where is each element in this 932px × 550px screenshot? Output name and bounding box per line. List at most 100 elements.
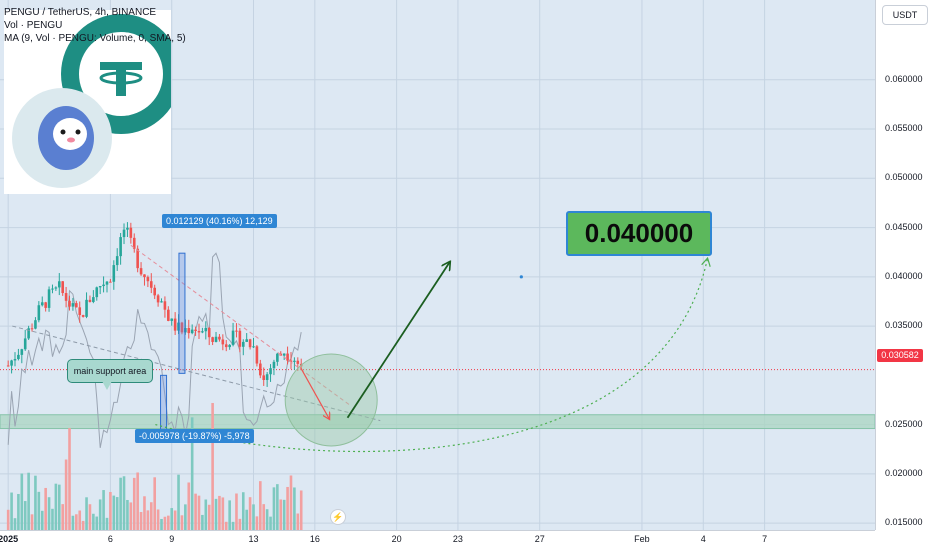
- volume-bar: [276, 484, 279, 530]
- volume-bar: [13, 518, 17, 530]
- volume-bar: [156, 509, 160, 530]
- volume-bar: [252, 504, 255, 530]
- volume-bar: [289, 475, 293, 530]
- x-tick-label: 27: [534, 534, 545, 544]
- volume-bar: [282, 499, 286, 530]
- candle-body: [51, 288, 54, 290]
- volume-bar: [160, 518, 163, 530]
- currency-button[interactable]: USDT: [882, 5, 928, 25]
- candle-body: [231, 330, 235, 345]
- volume-bar: [27, 472, 30, 530]
- volume-bar: [224, 521, 228, 530]
- logo-panel: [4, 10, 181, 194]
- candle-body: [228, 344, 231, 348]
- volume-bar: [23, 501, 27, 530]
- measure-down-range[interactable]: [160, 374, 168, 434]
- candle-body: [34, 320, 37, 329]
- candle-body: [235, 330, 238, 332]
- volume-bar: [180, 515, 184, 530]
- volume-bar: [173, 510, 177, 530]
- volume-bar: [149, 502, 153, 530]
- candle-body: [153, 287, 156, 296]
- measure-up-range[interactable]: [178, 252, 186, 374]
- candle-body: [102, 284, 105, 287]
- support-zone[interactable]: [0, 414, 875, 430]
- volume-bar: [47, 497, 51, 530]
- volume-bar: [112, 495, 116, 530]
- x-tick-label: 23: [452, 534, 463, 544]
- candle-body: [149, 281, 153, 288]
- candle-body: [187, 327, 191, 334]
- support-note[interactable]: main support area: [67, 359, 153, 383]
- legend-symbol[interactable]: PENGU / TetherUS, 4h, BINANCE: [4, 7, 157, 18]
- support-trendline[interactable]: [12, 325, 381, 422]
- candle-body: [194, 329, 197, 331]
- candle-body: [245, 339, 248, 342]
- volume-bar: [71, 515, 75, 530]
- volume-bar: [296, 513, 300, 530]
- candle-body: [78, 307, 82, 316]
- volume-bar: [238, 518, 242, 530]
- candle-body: [23, 338, 27, 350]
- volume-bar: [119, 477, 122, 530]
- resistance-trendline[interactable]: [130, 244, 350, 406]
- candle-body: [112, 265, 116, 282]
- candle-body: [115, 256, 119, 266]
- measure-down-label[interactable]: -0.005978 (-19.87%) -5,978: [135, 429, 254, 443]
- time-axis[interactable]: [0, 530, 875, 550]
- support-note-tail: [102, 381, 112, 390]
- volume-bar: [40, 510, 44, 530]
- candle-body: [238, 330, 242, 347]
- legend-volume[interactable]: Vol · PENGU: [4, 20, 63, 31]
- volume-bar: [279, 499, 283, 530]
- y-tick-label: 0.015000: [885, 517, 923, 528]
- highlight-circle[interactable]: [284, 353, 378, 447]
- volume-bar: [88, 504, 92, 530]
- volume-bar: [34, 475, 37, 530]
- candle-body: [54, 287, 58, 289]
- candle-body: [105, 281, 109, 285]
- candle-body: [180, 322, 184, 333]
- candle-body: [272, 361, 276, 369]
- volume-bar: [64, 459, 68, 530]
- candle-body: [282, 353, 286, 356]
- candle-body: [204, 327, 208, 332]
- candle-body: [197, 330, 201, 333]
- price-axis[interactable]: [875, 0, 932, 530]
- candle-body: [132, 237, 136, 249]
- candle-body: [40, 302, 44, 306]
- target-price-box[interactable]: 0.040000: [566, 211, 712, 256]
- drop-arrow[interactable]: [300, 367, 330, 418]
- candle-body: [136, 248, 139, 269]
- candle-body: [85, 299, 88, 317]
- chart-legend: PENGU / TetherUS, 4h, BINANCE Vol · PENG…: [4, 6, 186, 45]
- candle-body: [221, 339, 225, 345]
- candle-body: [126, 227, 129, 230]
- current-price-label: 0.030582: [877, 349, 923, 362]
- volume-bar: [105, 517, 109, 530]
- candle-body: [190, 329, 194, 334]
- volume-bar: [98, 499, 102, 530]
- volume-bar: [81, 520, 85, 530]
- y-tick-label: 0.050000: [885, 172, 923, 183]
- volume-bar: [61, 504, 64, 530]
- candle-body: [214, 336, 218, 342]
- measure-up-label[interactable]: 0.012129 (40.16%) 12,129: [162, 214, 277, 228]
- flash-icon[interactable]: ⚡: [330, 509, 346, 525]
- x-tick-label: 7: [762, 534, 768, 544]
- volume-bar: [269, 516, 272, 530]
- candle-body: [61, 281, 64, 294]
- target-arrow[interactable]: [346, 262, 450, 419]
- legend-ma[interactable]: MA (9, Vol · PENGU: Volume, 0, SMA, 5): [4, 33, 186, 44]
- volume-bar: [109, 491, 112, 530]
- penguin-eye-right: [75, 129, 81, 135]
- candle-body: [13, 359, 17, 361]
- y-tick-label: 0.045000: [885, 221, 923, 232]
- x-tick-label: 16: [309, 534, 320, 544]
- candle-body: [10, 360, 13, 366]
- volume-bar: [228, 500, 231, 530]
- candle-body: [170, 318, 174, 321]
- candle-body: [293, 360, 296, 362]
- volume-bar: [201, 514, 204, 530]
